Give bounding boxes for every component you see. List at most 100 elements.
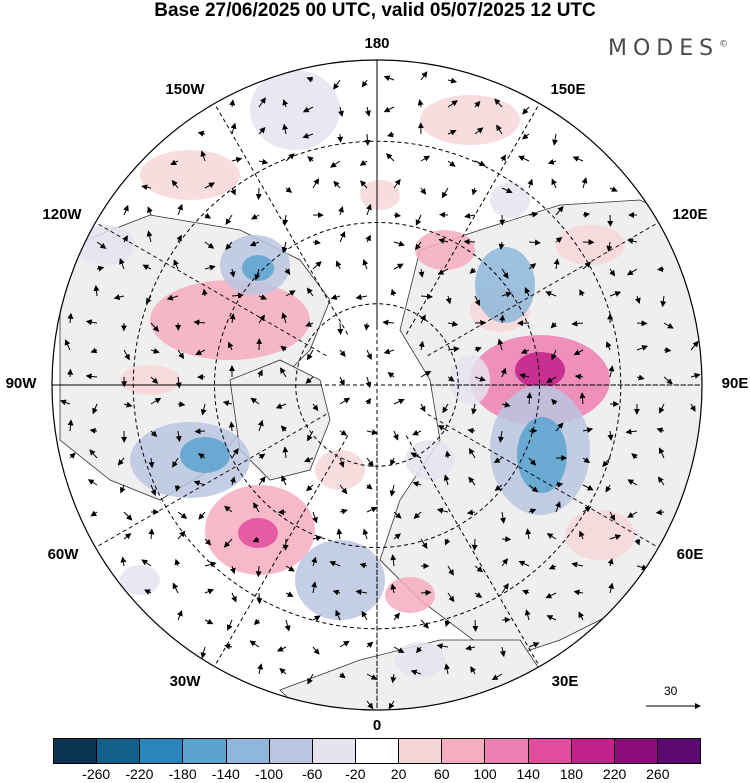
wind-vector-46 [547,158,557,165]
wind-vector-253 [257,419,264,432]
wind-vector-356 [120,556,127,567]
wind-vector-268 [656,427,665,434]
wind-vector-255 [306,430,314,442]
colorbar-swatch-8 [399,739,443,763]
anomaly-blob-19 [242,255,274,281]
meridian-11 [214,435,349,667]
wind-vector-352 [546,533,557,540]
lon-label-60w: 60W [47,546,79,563]
wind-vector-216 [546,376,557,383]
wind-vector-129 [93,284,100,297]
wind-vector-184 [339,349,346,357]
anomaly-blob-5 [140,150,240,200]
wind-vector-397 [253,618,261,626]
anomaly-blob-1 [515,352,565,388]
wind-vector-250 [175,430,182,443]
wind-vector-428 [390,673,397,684]
wind-vector-148 [609,291,622,297]
wind-vector-324 [366,506,378,513]
wind-vector-251 [194,428,206,435]
wind-vector-425 [307,673,314,685]
wind-vector-7 [258,97,266,108]
colorbar-swatch-2 [140,739,184,763]
wind-vector-194 [605,341,612,351]
wind-vector-237 [471,403,477,415]
wind-vector-196 [663,347,672,354]
wind-vector-60 [471,187,478,196]
wind-vector-388 [474,592,483,598]
wind-vector-374 [607,558,614,567]
colorbar-swatch-14 [657,739,701,763]
reference-vector-label: 30 [664,684,678,698]
wind-vector-65 [609,186,618,192]
anomaly-blob-6 [420,95,520,145]
wind-vector-244 [659,403,665,414]
wind-vector-64 [581,177,588,189]
wind-vector-275 [231,448,239,459]
meridian-4 [427,222,659,357]
wind-vector-232 [339,397,351,405]
wind-vector-331 [555,501,561,513]
wind-vector-48 [141,184,152,191]
wind-vector-66 [123,204,129,216]
wind-vector-36 [285,153,295,162]
wind-vector-267 [625,428,638,435]
wind-vector-371 [518,560,530,567]
wind-vector-140 [390,288,397,297]
wind-vector-11 [364,106,371,117]
wind-vector-178 [177,349,185,360]
wind-vector-58 [420,187,427,195]
wind-vector-91 [225,241,233,250]
colorbar-tick-label: 60 [434,766,450,782]
colorbar-swatch-11 [528,739,572,763]
wind-vector-175 [90,347,98,354]
wind-vector-358 [174,558,181,567]
wind-vector-41 [420,155,431,162]
wind-vector-408 [546,615,557,621]
wind-vector-24 [364,133,371,146]
wind-vector-25 [386,131,395,138]
wind-vector-113 [254,268,261,281]
wind-vector-54 [312,178,320,189]
wind-vector-119 [418,268,425,278]
wind-vector-185 [366,349,372,360]
meridian-10 [95,413,327,548]
wind-vector-427 [366,673,378,680]
wind-vector-134 [231,292,244,299]
wind-vector-306 [468,476,476,486]
wind-vector-344 [336,528,343,540]
wind-vector-1 [333,79,341,90]
wind-vector-241 [579,392,586,405]
wind-vector-236 [442,403,449,414]
wind-vector-379 [231,592,237,603]
wind-vector-138 [330,294,341,300]
wind-vector-373 [571,561,584,568]
wind-vector-124 [553,258,560,270]
wind-vector-135 [258,294,268,300]
wind-vector-79 [464,212,476,219]
wind-vector-385 [390,583,397,594]
wind-vector-410 [200,646,207,659]
wind-vector-213 [474,375,486,382]
wind-vector-312 [627,479,638,486]
wind-vector-282 [410,452,422,459]
wind-vector-291 [658,447,665,459]
wind-vector-426 [339,672,346,679]
wind-vector-186 [383,348,395,355]
wind-vector-369 [474,565,484,573]
wind-vector-8 [282,99,289,108]
wind-vector-147 [579,289,585,297]
wind-vector-225 [150,397,162,405]
wind-vector-57 [393,178,401,189]
wind-vector-18 [197,130,206,137]
wind-vector-387 [447,592,455,603]
wind-vector-276 [258,453,266,460]
wind-vector-413 [276,646,287,652]
wind-vector-220 [663,376,673,385]
wind-vector-329 [499,511,506,524]
wind-vector-98 [415,241,422,251]
wind-vector-74 [338,206,344,216]
wind-vector-328 [466,509,476,516]
wind-vector-400 [335,609,341,621]
wind-vector-116 [335,260,342,270]
